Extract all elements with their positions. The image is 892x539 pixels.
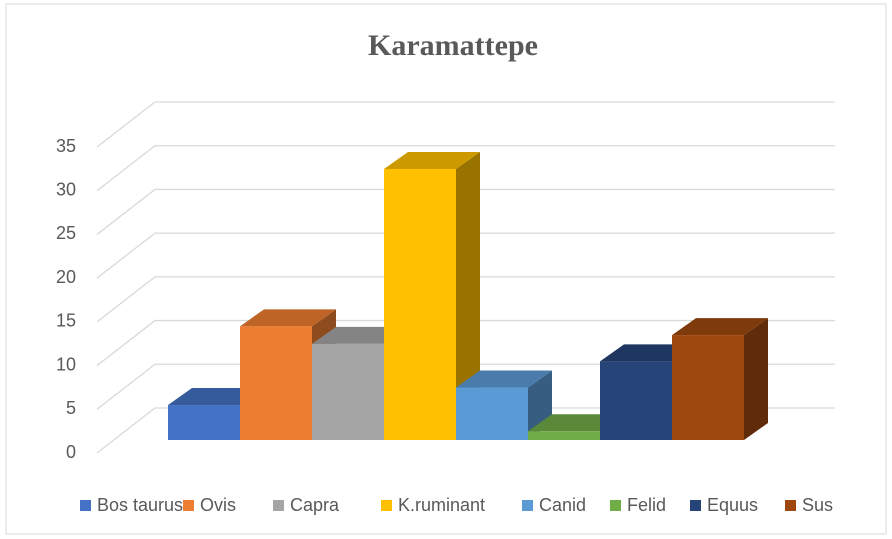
y-tick-label: 5 xyxy=(66,398,76,418)
legend-swatch xyxy=(785,500,796,511)
y-tick-label: 20 xyxy=(56,267,76,287)
bar-top xyxy=(456,370,552,388)
grid-line xyxy=(96,319,835,367)
y-tick-label: 35 xyxy=(56,136,76,156)
bar-front xyxy=(384,168,456,440)
bar-front xyxy=(528,431,600,440)
grid-line xyxy=(96,232,835,279)
legend-swatch xyxy=(381,500,392,511)
legend-swatch xyxy=(80,500,91,511)
grid-line xyxy=(96,276,835,323)
legend-label: Bos taurus xyxy=(97,495,183,515)
y-tick-label: 15 xyxy=(56,311,76,331)
legend-swatch xyxy=(273,500,284,511)
bar-top xyxy=(672,318,768,336)
bar-top xyxy=(240,309,336,327)
bar xyxy=(672,318,768,440)
bar-side xyxy=(744,318,768,440)
bar-front xyxy=(168,405,240,440)
legend-swatch xyxy=(183,500,194,511)
bar-side xyxy=(456,151,480,440)
grid-line xyxy=(96,145,835,192)
legend-label: Capra xyxy=(290,495,340,515)
legend-label: Sus xyxy=(802,495,833,515)
legend-label: Equus xyxy=(707,495,758,515)
bar-front xyxy=(456,387,528,440)
legend-label: Felid xyxy=(627,495,666,515)
bar-front xyxy=(240,326,312,440)
legend-swatch xyxy=(610,500,621,511)
chart-title: Karamattepe xyxy=(368,29,538,62)
y-tick-label: 10 xyxy=(56,354,76,374)
legend-label: Ovis xyxy=(200,495,236,515)
legend-swatch xyxy=(522,500,533,511)
grid-line xyxy=(96,188,835,235)
legend-label: K.ruminant xyxy=(398,495,485,515)
bar-front xyxy=(600,361,672,440)
bar-front xyxy=(312,343,384,440)
grid-line xyxy=(96,101,835,148)
bar-top xyxy=(384,151,480,169)
legend-label: Canid xyxy=(539,495,586,515)
y-tick-label: 30 xyxy=(56,179,76,199)
bar xyxy=(384,151,480,440)
y-tick-label: 25 xyxy=(56,223,76,243)
bar-front xyxy=(672,335,744,440)
y-tick-label: 0 xyxy=(66,442,76,462)
legend-swatch xyxy=(690,500,701,511)
